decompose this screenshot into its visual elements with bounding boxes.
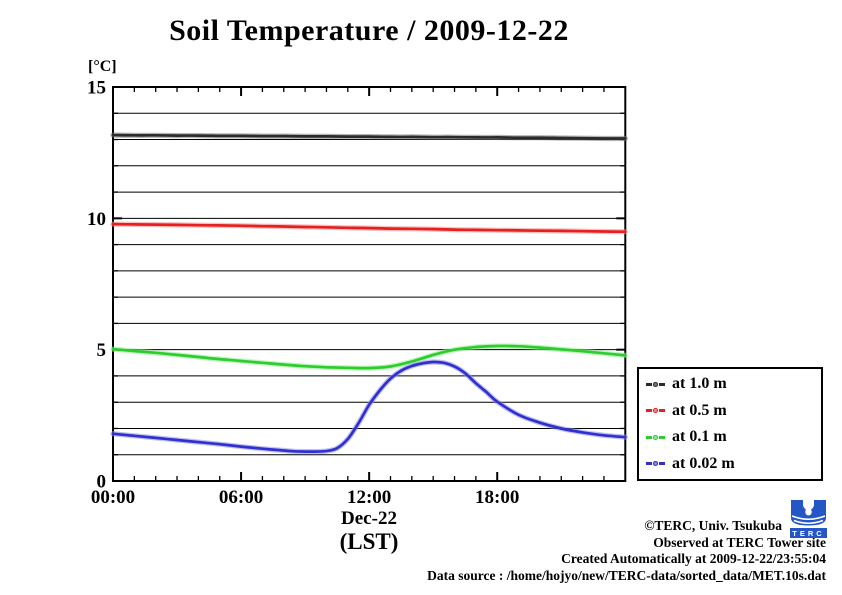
legend-item: at 0.5 m (639, 402, 821, 420)
y-tick-label: 5 (97, 340, 107, 361)
line-marker-icon (646, 381, 665, 387)
legend-item: at 0.1 m (639, 428, 821, 446)
x-tick-label: 00:00 (91, 487, 135, 508)
y-tick-label: 0 (97, 472, 107, 493)
legend-label: at 0.02 m (672, 454, 735, 472)
legend-item: at 0.02 m (639, 455, 821, 473)
legend-item: at 1.0 m (639, 375, 821, 393)
legend: at 1.0 m at 0.5 m at 0.1 m at 0.02 m (637, 367, 823, 481)
x-tick-label: 18:00 (475, 487, 519, 508)
chart-title: Soil Temperature / 2009-12-22 (169, 14, 569, 47)
series-line-at-0.02-m (111, 360, 627, 453)
created-timestamp-text: Created Automatically at 2009-12-22/23:5… (561, 551, 826, 566)
x-axis-date-label: Dec-22 (341, 508, 397, 529)
x-axis-timezone-label: (LST) (339, 529, 399, 554)
line-marker-icon (646, 434, 665, 440)
y-tick-label: 15 (87, 78, 106, 99)
legend-label: at 0.5 m (672, 401, 727, 419)
y-axis-unit-label: [°C] (88, 58, 117, 75)
line-marker-icon (646, 408, 665, 414)
line-marker-icon (646, 461, 665, 467)
x-tick-label: 06:00 (219, 487, 263, 508)
x-tick-label: 12:00 (347, 487, 391, 508)
svg-text:TERC: TERC (792, 529, 824, 538)
legend-label: at 1.0 m (672, 375, 727, 393)
series-line-at-1.0-m (111, 133, 627, 140)
data-source-text: Data source : /home/hojyo/new/TERC-data/… (427, 567, 826, 583)
series-line-at-0.5-m (111, 222, 627, 234)
observed-site-text: Observed at TERC Tower site (653, 534, 826, 550)
footer-credits: ©TERC, Univ. Tsukuba Observed at TERC To… (427, 518, 826, 584)
series-line-at-0.1-m (111, 344, 627, 370)
y-tick-label: 10 (87, 209, 106, 230)
terc-logo-icon: TERC (790, 500, 827, 538)
copyright-text: ©TERC, Univ. Tsukuba (644, 518, 782, 533)
legend-label: at 0.1 m (672, 428, 727, 446)
